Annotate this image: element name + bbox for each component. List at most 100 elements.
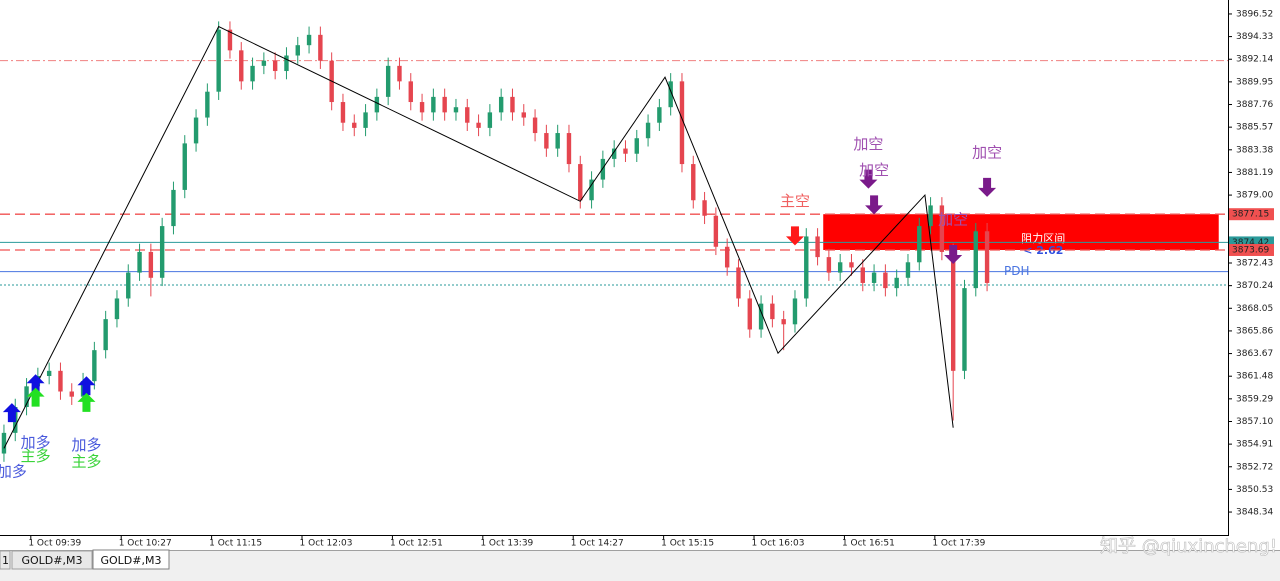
y-tick-label: 3848.34	[1236, 508, 1273, 518]
candle-body	[860, 267, 865, 283]
candle-body	[566, 133, 572, 165]
candle-body	[724, 246, 730, 268]
y-tick-label: 3887.76	[1236, 100, 1273, 110]
candle-body	[239, 50, 244, 82]
candle-body	[984, 231, 990, 283]
y-tick-label: 3896.52	[1236, 9, 1273, 19]
candle-body	[374, 96, 380, 113]
y-tick-label: 3894.33	[1236, 32, 1273, 42]
y-tick-label: 3881.19	[1236, 168, 1273, 178]
candle-body	[476, 122, 481, 128]
candle-body	[250, 65, 255, 82]
signal-label: 加多	[21, 434, 51, 452]
zone-label: 阻力区间	[1021, 232, 1065, 245]
y-tick-label: 3859.29	[1236, 394, 1273, 404]
candle-body	[487, 112, 493, 128]
candle-body	[24, 386, 29, 408]
candle-body	[826, 257, 832, 273]
candle-body	[306, 34, 312, 46]
y-tick-label: 3857.10	[1236, 417, 1273, 427]
x-tick-label: 1 Oct 12:51	[390, 539, 443, 549]
candle-body	[442, 96, 447, 113]
candle-body	[668, 81, 673, 108]
tab[interactable]: GOLD#,M3	[11, 550, 93, 570]
y-tick-label: 3872.43	[1236, 259, 1273, 269]
x-tick-label: 1 Oct 14:27	[571, 539, 624, 549]
candle-body	[883, 272, 888, 289]
candle-body	[261, 60, 267, 66]
candle-body	[837, 262, 843, 273]
signal-label: 加多	[0, 463, 27, 481]
signal-arrow	[944, 245, 963, 265]
price-label: 3874.42	[1232, 238, 1269, 248]
tab-bar	[0, 550, 1280, 581]
tab-label[interactable]: 1	[2, 554, 9, 567]
price-label-box	[1229, 243, 1274, 256]
candle-body	[397, 65, 402, 82]
candle-body	[1, 432, 7, 454]
y-tick-label: 3868.05	[1236, 304, 1273, 314]
signal-arrow	[77, 376, 96, 396]
y-tick-label: 3870.24	[1236, 281, 1273, 291]
signal-arrow	[865, 195, 884, 215]
candle-body	[804, 236, 809, 299]
signal-arrow	[2, 403, 21, 423]
level-label: PDH	[1004, 264, 1030, 278]
candle-body	[227, 29, 233, 51]
candle-body	[894, 277, 899, 289]
tab-label[interactable]: GOLD#,M3	[101, 554, 162, 567]
signal-arrow	[785, 226, 804, 246]
candle-body	[137, 251, 142, 273]
candle-body	[917, 226, 922, 263]
price-label-box	[1229, 208, 1274, 221]
candle-body	[521, 112, 526, 118]
candle-body	[126, 272, 131, 299]
candle-body	[69, 391, 74, 397]
candle-body	[657, 107, 662, 123]
candle-body	[453, 107, 459, 113]
y-tick-label: 3889.95	[1236, 77, 1273, 87]
tab[interactable]: 1	[0, 550, 11, 570]
candle-body	[713, 215, 719, 247]
tab-box[interactable]	[11, 550, 93, 570]
candle-body	[973, 231, 978, 289]
signal-arrow	[77, 392, 96, 412]
signal-label: 主多	[71, 452, 101, 470]
candle-body	[611, 148, 617, 159]
x-tick-label: 1 Oct 15:15	[661, 539, 714, 549]
x-tick-label: 1 Oct 13:39	[480, 539, 533, 549]
tab-box-active[interactable]	[92, 549, 170, 570]
candle-body	[962, 288, 967, 371]
tab-box[interactable]	[0, 550, 11, 570]
candle-body	[498, 96, 504, 113]
signal-label: 主多	[21, 447, 51, 465]
candle-body	[408, 81, 413, 103]
price-label: 3873.69	[1232, 245, 1269, 255]
tab[interactable]: GOLD#,M3	[92, 549, 170, 570]
candle-body	[46, 370, 52, 376]
signal-label: 加空	[859, 161, 889, 179]
y-tick-label: 3892.14	[1236, 55, 1273, 65]
y-tick-label: 3861.48	[1236, 372, 1273, 382]
tab-label[interactable]: GOLD#,M3	[22, 554, 83, 567]
candle-body	[781, 319, 786, 325]
candle-body	[634, 138, 639, 154]
candle-body	[103, 319, 108, 351]
candle-body	[92, 350, 97, 382]
resistance-zone	[823, 214, 1219, 250]
candle-body	[295, 45, 300, 56]
candle-body	[815, 236, 820, 258]
candle-body	[532, 117, 538, 134]
candle-body	[578, 164, 583, 201]
y-tick-label: 3850.53	[1236, 485, 1273, 495]
candle-body	[148, 251, 154, 278]
candle-body	[272, 60, 278, 72]
y-tick-label: 3852.72	[1236, 462, 1273, 472]
candle-body	[849, 262, 854, 268]
signal-arrow	[26, 374, 45, 394]
candle-body	[318, 34, 323, 61]
x-tick-label: 1 Oct 17:39	[932, 539, 985, 549]
